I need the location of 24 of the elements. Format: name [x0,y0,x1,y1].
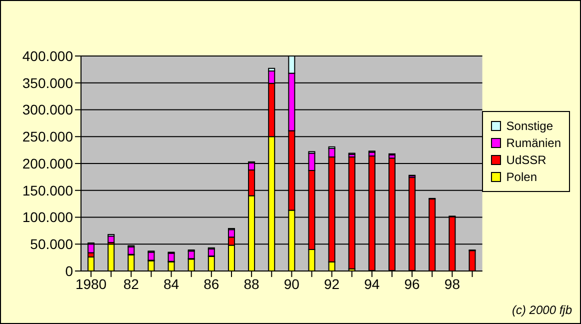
legend-label: Sonstige [506,118,553,132]
x-tick-label: 84 [164,276,180,292]
x-tick-label: 98 [444,276,460,292]
x-tick-label: 90 [284,276,300,292]
legend-label: Polen [506,170,537,184]
y-tick-label: 400.000 [22,48,74,64]
y-tick-label: 150.000 [22,182,74,198]
legend-label: UdSSR [506,152,546,166]
legend-label: Rumänien [506,136,561,150]
x-tick-label: 88 [244,276,260,292]
x-tick-label: 92 [324,276,340,292]
text: (c) 2000 fjb [512,303,572,317]
y-tick-label: 200.000 [22,155,74,172]
y-tick-label: 250.000 [22,128,74,145]
x-tick-label: 86 [204,276,220,292]
y-tick-label: 300.000 [22,102,74,118]
y-tick-label: 0 [65,262,74,279]
x-tick-label: 94 [364,276,380,292]
x-tick-label: 82 [123,276,140,292]
x-tick-label: 1980 [75,276,107,292]
y-tick-label: 100.000 [22,209,74,226]
y-tick-label: 350.000 [22,74,74,91]
x-tick-label: 96 [404,276,420,292]
y-tick-label: 50.000 [30,236,74,252]
